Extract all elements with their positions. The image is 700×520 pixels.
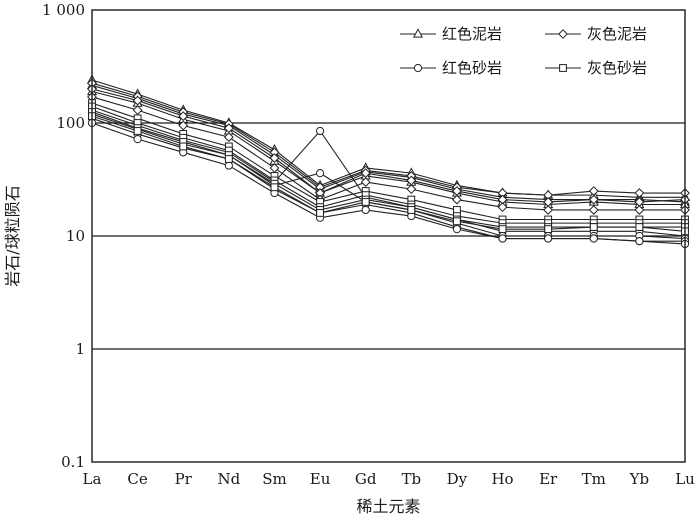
series-diamond [87, 84, 690, 207]
data-point [635, 237, 644, 246]
series-line [91, 82, 685, 196]
y-tick-labels: 0.1 1 10 100 1 000 [42, 1, 85, 471]
legend-marker [558, 29, 568, 39]
data-point [453, 217, 461, 226]
data-point [269, 163, 280, 173]
x-tick-labels: La Ce Pr Nd Sm Eu Gd Tb Dy Ho Er Tm Yb Lu [83, 470, 696, 488]
plot-frame [91, 9, 686, 463]
data-point [634, 188, 645, 198]
x-tick-label: Ho [491, 470, 513, 488]
y-tick-label: 1 [75, 340, 85, 358]
data-point [178, 111, 189, 122]
series-circle [87, 118, 690, 249]
y-axis-title: 岩石/球粒陨石 [3, 185, 22, 286]
data-point [179, 142, 188, 151]
data-point [132, 105, 143, 116]
data-point [544, 234, 553, 243]
x-tick-label: Tb [402, 470, 422, 488]
data-point [634, 205, 645, 215]
legend-marker [412, 28, 424, 38]
legend-label: 灰色砂岩 [587, 59, 647, 77]
series-line [91, 96, 685, 211]
series-line [91, 109, 686, 237]
data-point [361, 198, 370, 206]
legend-item-square: 灰色砂岩 [545, 59, 647, 77]
y-tick-label: 0.1 [61, 453, 85, 471]
x-tick-label: Ce [127, 470, 147, 488]
legend-item-circle: 红色砂岩 [400, 59, 502, 77]
series-line [91, 90, 685, 206]
data-point [224, 161, 233, 170]
legend-marker [413, 63, 423, 73]
data-point [635, 223, 644, 231]
legend-item-diamond: 灰色泥岩 [545, 25, 647, 43]
data-point [361, 205, 370, 215]
data-point [544, 225, 553, 234]
data-point [315, 126, 325, 136]
series-line [91, 79, 685, 198]
data-point [589, 223, 598, 231]
data-point [407, 206, 416, 214]
data-point [588, 194, 599, 205]
data-point [223, 132, 234, 143]
data-point [588, 205, 599, 215]
x-tick-label: Er [539, 470, 558, 488]
data-point [588, 186, 599, 196]
data-point [315, 169, 325, 178]
data-point [452, 225, 462, 234]
data-point [452, 194, 462, 205]
series-line [91, 105, 685, 224]
data-point [132, 95, 143, 106]
legend-label: 红色砂岩 [442, 59, 502, 77]
series-triangle [86, 74, 691, 201]
data-point [133, 127, 142, 135]
x-tick-label: Lu [675, 470, 695, 488]
x-tick-label: Sm [262, 470, 287, 488]
data-point [270, 183, 279, 192]
x-tick-label: Eu [310, 470, 331, 488]
series-triangle [86, 85, 691, 209]
data-point [498, 234, 507, 243]
y-tick-label: 1 000 [42, 1, 85, 19]
x-tick-label: Tm [582, 470, 606, 488]
data-point [360, 177, 371, 187]
x-tick-label: Gd [355, 470, 377, 488]
series-diamond [87, 92, 690, 215]
series-line [91, 115, 686, 232]
data-point [498, 225, 507, 234]
legend-label: 灰色泥岩 [587, 25, 647, 43]
data-point [589, 234, 598, 243]
series-line [91, 102, 685, 221]
series-square [88, 102, 689, 228]
data-point [224, 155, 233, 163]
x-tick-label: Pr [175, 470, 193, 488]
data-point [269, 153, 280, 163]
y-tick-label: 100 [56, 114, 85, 132]
x-tick-label: La [83, 470, 102, 488]
series-line [91, 122, 686, 245]
series-layer [86, 74, 691, 249]
series-square [88, 108, 689, 231]
series-square [88, 99, 689, 224]
legend-label: 红色泥岩 [442, 25, 502, 43]
series-square [88, 112, 689, 236]
data-point [316, 209, 324, 217]
legend-marker [559, 64, 567, 72]
data-point [133, 135, 142, 144]
x-tick-label: Yb [629, 470, 650, 488]
series-circle [87, 114, 690, 246]
data-point [497, 202, 508, 213]
data-point [178, 120, 189, 131]
x-axis-title: 稀土元素 [356, 497, 420, 516]
data-point [543, 205, 554, 215]
y-tick-label: 10 [66, 227, 85, 245]
x-tick-label: Nd [217, 470, 240, 488]
data-point [406, 184, 417, 195]
x-tick-label: Dy [447, 470, 468, 488]
legend-item-triangle: 红色泥岩 [400, 25, 502, 43]
series-line [91, 88, 686, 203]
